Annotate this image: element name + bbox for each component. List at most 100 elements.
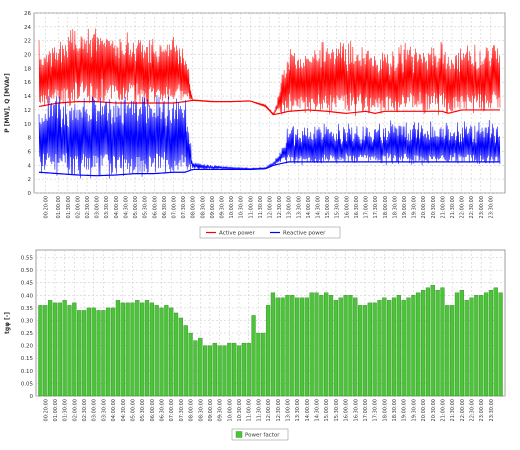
bar	[77, 310, 82, 397]
bar	[290, 295, 295, 397]
bar	[115, 300, 121, 397]
bar	[285, 295, 290, 397]
x-tick-label: 19:00:00	[402, 196, 408, 218]
x-tick-label: 08:30:00	[200, 196, 206, 218]
bar	[169, 307, 174, 397]
bar	[391, 297, 397, 397]
bar	[173, 312, 179, 397]
x-tick-label: 18:30:00	[392, 196, 398, 218]
y-tick-label: 20	[24, 53, 31, 59]
bar	[212, 342, 217, 397]
bar	[343, 295, 348, 397]
bar	[469, 297, 474, 397]
bar	[396, 295, 401, 397]
y-tick-label: 0.10	[21, 369, 34, 375]
y-tick-label: 16	[24, 80, 31, 86]
x-tick-label: 14:00:00	[306, 196, 312, 218]
bar	[435, 290, 440, 397]
bar	[406, 297, 411, 397]
legend-box	[231, 428, 289, 441]
bar	[275, 297, 280, 397]
bar	[474, 295, 479, 397]
x-tick-label: 21:30:00	[450, 196, 456, 218]
legend-swatch	[235, 431, 243, 438]
x-tick-label: 19:00:00	[402, 399, 408, 421]
x-tick-label: 05:30:00	[140, 399, 146, 421]
x-tick-label: 03:00:00	[95, 196, 101, 218]
bar	[411, 295, 416, 397]
x-tick-label: 16:30:00	[354, 196, 360, 218]
x-tick-label: 11:30:00	[256, 399, 262, 421]
x-tick-label: 21:30:00	[450, 399, 456, 421]
bar	[246, 342, 251, 397]
x-tick-label: 02:30:00	[82, 399, 88, 421]
x-tick-label: 06:30:00	[162, 196, 168, 218]
x-tick-label: 08:00:00	[189, 399, 195, 421]
bar	[304, 297, 309, 397]
bar	[416, 292, 421, 397]
bar	[498, 292, 503, 397]
y-tick-label: 0	[30, 394, 34, 400]
bar	[81, 310, 87, 397]
bar	[324, 292, 329, 397]
y-tick-label: 2	[28, 177, 32, 183]
legend-label: Reactive power	[283, 231, 326, 237]
bar	[232, 342, 237, 397]
bar	[440, 287, 445, 397]
x-tick-label: 13:00:00	[287, 196, 293, 218]
x-tick-label: 19:30:00	[411, 399, 417, 421]
bar	[149, 302, 154, 397]
bar	[387, 300, 392, 397]
bar	[188, 332, 193, 397]
bar	[135, 300, 140, 397]
bar	[96, 310, 101, 397]
bar	[377, 300, 382, 397]
x-tick-label: 09:00:00	[208, 399, 214, 421]
x-tick-label: 08:30:00	[198, 399, 204, 421]
x-tick-label: 07:00:00	[171, 196, 177, 218]
x-tick-label: 15:30:00	[335, 196, 341, 218]
x-tick-label: 11:30:00	[258, 196, 264, 218]
x-tick-label: 02:30:00	[85, 196, 91, 218]
bar	[154, 305, 159, 397]
bar	[57, 302, 62, 397]
bar	[241, 342, 246, 397]
bar	[256, 332, 261, 397]
x-tick-label: 21:00:00	[440, 196, 446, 218]
x-tick-label: 18:00:00	[383, 196, 389, 218]
x-tick-label: 03:00:00	[92, 399, 98, 421]
bar	[125, 302, 130, 397]
bar	[227, 342, 232, 397]
bar	[120, 302, 125, 397]
bar	[217, 345, 222, 397]
x-tick-label: 17:30:00	[373, 196, 379, 218]
x-tick-label: 14:30:00	[315, 399, 321, 421]
bar	[43, 305, 48, 397]
legend: Active power Reactive power	[199, 226, 341, 239]
bar	[251, 315, 256, 397]
bar	[493, 287, 498, 397]
y-tick-label: 22	[24, 39, 31, 45]
bar	[309, 292, 314, 397]
bar	[425, 287, 431, 397]
x-tick-label: 12:30:00	[277, 196, 283, 218]
x-tick-label: 09:00:00	[210, 196, 216, 218]
y-tick-label: 8	[28, 136, 32, 142]
x-tick-label: 11:00:00	[248, 196, 254, 218]
x-tick-label: 13:30:00	[295, 399, 301, 421]
bar	[106, 307, 111, 397]
y-tick-label: 0.35	[21, 306, 34, 312]
bar	[178, 317, 184, 397]
bar	[270, 292, 276, 397]
x-tick-label: 20:30:00	[431, 399, 437, 421]
bar	[328, 295, 334, 397]
x-tick-label: 16:00:00	[344, 399, 350, 421]
bar	[86, 307, 91, 397]
x-tick-label: 03:30:00	[101, 399, 107, 421]
y-tick-label: 26	[24, 11, 31, 17]
bar	[52, 302, 58, 397]
x-tick-label: 15:00:00	[324, 399, 330, 421]
x-tick-label: 03:30:00	[104, 196, 110, 218]
x-tick-label: 10:00:00	[227, 399, 233, 421]
x-tick-label: 22:00:00	[460, 196, 466, 218]
